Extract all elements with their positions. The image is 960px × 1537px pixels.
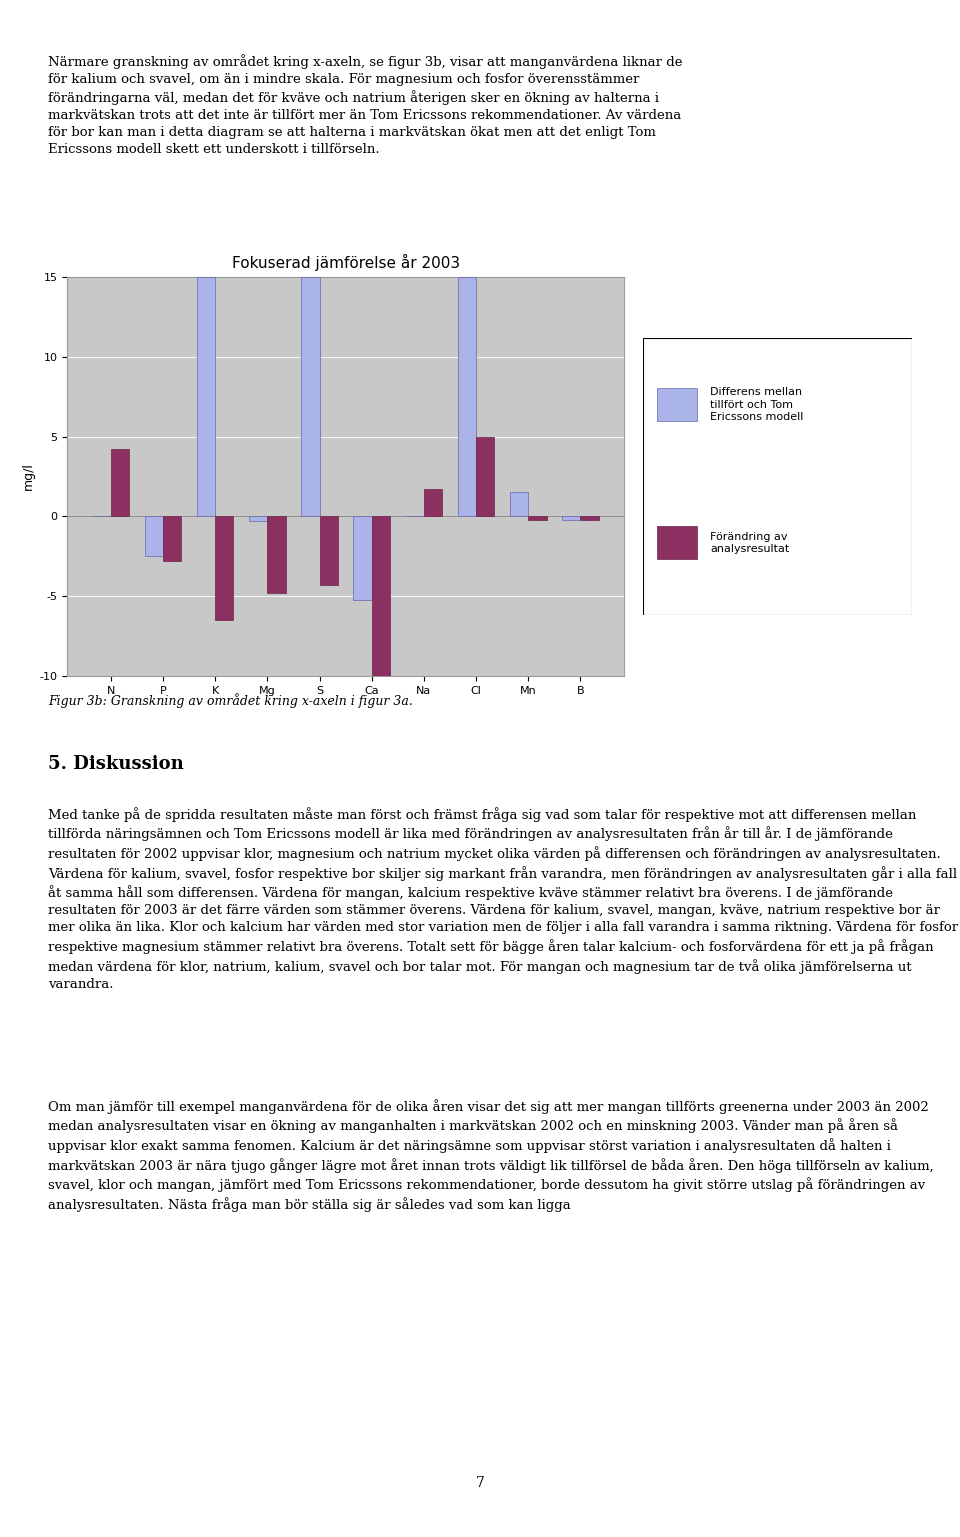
Bar — [458, 277, 476, 516]
Bar — [163, 516, 181, 561]
Text: 7: 7 — [475, 1476, 485, 1491]
Y-axis label: mg/l: mg/l — [22, 463, 36, 490]
Bar — [267, 516, 285, 593]
Bar — [301, 277, 320, 516]
Bar — [372, 516, 390, 684]
Bar — [657, 526, 697, 559]
Bar — [215, 516, 233, 621]
Bar — [581, 516, 599, 520]
Bar — [657, 387, 697, 421]
Bar — [197, 277, 215, 516]
Text: 5. Diskussion: 5. Diskussion — [48, 755, 183, 773]
Text: Om man jämför till exempel manganvärdena för de olika åren visar det sig att mer: Om man jämför till exempel manganvärdena… — [48, 1099, 934, 1213]
Bar — [320, 516, 338, 586]
Bar — [510, 492, 528, 516]
FancyBboxPatch shape — [643, 338, 912, 615]
Text: Differens mellan
tillfört och Tom
Ericssons modell: Differens mellan tillfört och Tom Ericss… — [710, 387, 804, 423]
Text: Figur 3b: Granskning av området kring x-axeln i figur 3a.: Figur 3b: Granskning av området kring x-… — [48, 693, 413, 709]
Bar — [563, 516, 581, 520]
Bar — [528, 516, 546, 520]
Text: Närmare granskning av området kring x-axeln, se figur 3b, visar att manganvärden: Närmare granskning av området kring x-ax… — [48, 54, 683, 157]
Bar — [424, 489, 443, 516]
Text: Med tanke på de spridda resultaten måste man först och främst fråga sig vad som : Med tanke på de spridda resultaten måste… — [48, 807, 958, 990]
Bar — [145, 516, 163, 556]
Bar — [249, 516, 267, 521]
Title: Fokuserad jämförelse år 2003: Fokuserad jämförelse år 2003 — [231, 254, 460, 272]
Bar — [110, 449, 129, 516]
Text: Förändring av
analysresultat: Förändring av analysresultat — [710, 532, 790, 553]
Bar — [353, 516, 372, 599]
Bar — [476, 437, 494, 516]
